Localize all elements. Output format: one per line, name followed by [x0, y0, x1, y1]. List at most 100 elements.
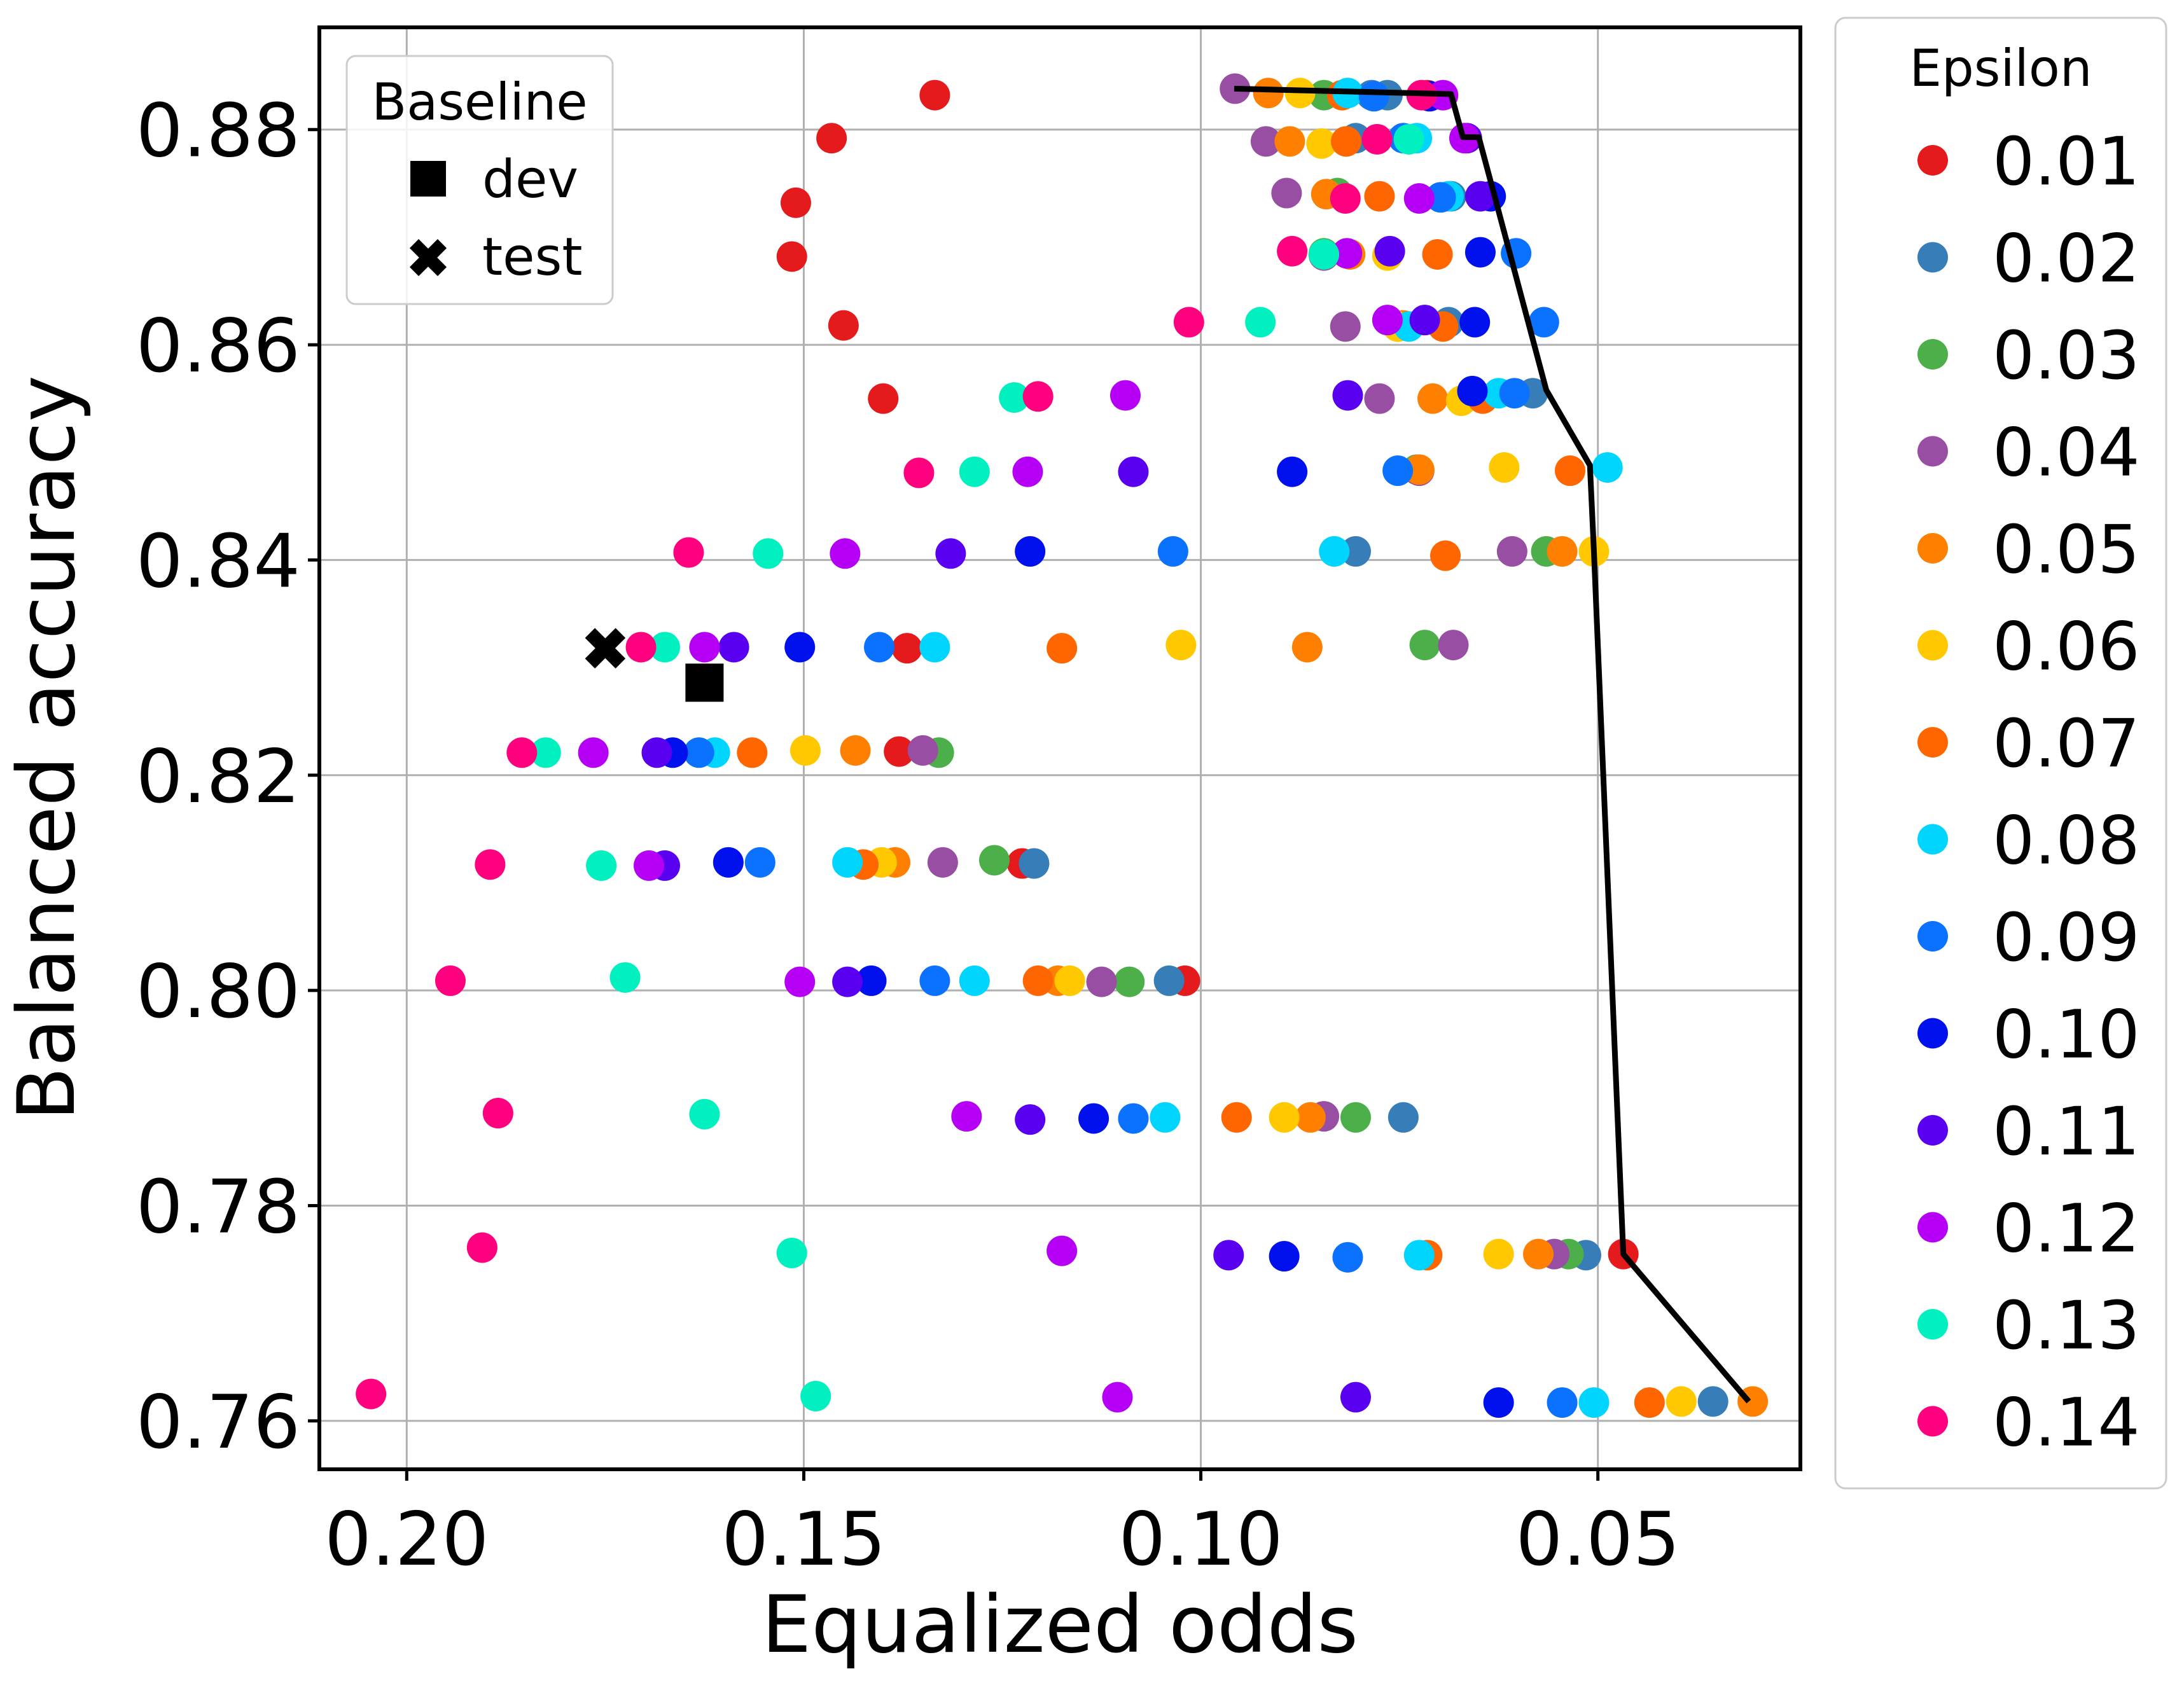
data-point-eps-0-14 [475, 849, 506, 880]
data-point-eps-0-11 [832, 966, 863, 997]
data-point-eps-0-09 [1547, 1387, 1578, 1418]
epsilon-legend-label: 0.01 [1993, 123, 2140, 200]
data-point-eps-0-14 [1173, 307, 1204, 338]
epsilon-legend-box [1834, 17, 2167, 1490]
data-point-eps-0-10 [784, 632, 816, 663]
data-point-eps-0-13 [999, 382, 1030, 413]
data-point-eps-0-07 [1221, 1102, 1252, 1133]
baseline-dev-marker [685, 663, 724, 702]
data-point-eps-0-07 [1634, 1387, 1665, 1418]
data-point-eps-0-05 [1403, 454, 1435, 485]
data-point-eps-0-01 [868, 383, 899, 414]
data-point-eps-0-10 [1459, 307, 1491, 338]
data-point-eps-0-04 [1438, 630, 1469, 661]
data-point-eps-0-13 [1245, 307, 1276, 338]
data-point-eps-0-09 [1118, 1103, 1149, 1134]
data-point-eps-0-10 [1078, 1103, 1109, 1134]
data-point-eps-0-12 [1372, 305, 1403, 336]
epsilon-legend-label: 0.08 [1993, 802, 2140, 880]
y-tick-label: 0.76 [136, 1380, 300, 1465]
data-point-eps-0-07 [1555, 455, 1586, 487]
data-point-eps-0-14 [356, 1378, 387, 1409]
data-point-eps-0-05 [1523, 1238, 1554, 1270]
data-point-eps-0-12 [1109, 380, 1141, 411]
data-point-eps-0-09 [1499, 378, 1530, 409]
data-point-eps-0-08 [1578, 1387, 1610, 1418]
data-point-eps-0-13 [753, 538, 784, 569]
epsilon-legend-marker [1917, 727, 1948, 758]
epsilon-legend-marker [1917, 145, 1948, 176]
epsilon-legend-marker [1917, 1309, 1948, 1340]
data-point-eps-0-06 [1306, 128, 1337, 159]
data-point-eps-0-11 [1409, 305, 1440, 336]
y-tick-label: 0.82 [136, 734, 300, 820]
data-point-eps-0-03 [979, 845, 1010, 876]
data-point-eps-0-09 [919, 965, 950, 996]
y-tick-label: 0.84 [136, 518, 300, 604]
data-point-eps-0-05 [1253, 78, 1284, 109]
data-point-eps-0-05 [840, 735, 871, 766]
x-tick-label: 0.15 [721, 1497, 886, 1583]
data-point-eps-0-01 [776, 241, 807, 272]
epsilon-legend-label: 0.06 [1993, 608, 2140, 686]
data-point-eps-0-01 [828, 310, 859, 341]
data-point-eps-0-13 [776, 1237, 807, 1268]
scatter-points-group [356, 73, 1769, 1418]
epsilon-legend-marker [1917, 1406, 1948, 1437]
y-tick-label: 0.78 [136, 1165, 300, 1250]
epsilon-legend-title: Epsilon [1909, 39, 2092, 98]
data-point-eps-0-12 [1403, 183, 1435, 214]
data-point-eps-0-14 [1022, 381, 1054, 412]
data-point-eps-0-12 [1012, 456, 1043, 487]
data-point-eps-0-11 [718, 632, 749, 663]
data-point-eps-0-09 [1382, 455, 1414, 487]
epsilon-legend-marker [1917, 436, 1948, 467]
data-point-eps-0-02 [1019, 848, 1050, 879]
data-point-eps-0-03 [1340, 1102, 1371, 1133]
data-point-eps-0-12 [578, 737, 609, 768]
data-point-eps-0-10 [1269, 1241, 1300, 1272]
data-point-eps-0-03 [1114, 966, 1145, 997]
data-point-eps-0-13 [586, 850, 617, 881]
data-point-eps-0-08 [1319, 536, 1350, 567]
epsilon-legend-marker [1917, 339, 1948, 370]
x-axis-title: Equalized odds [762, 1579, 1358, 1671]
data-point-eps-0-13 [1393, 123, 1424, 155]
x-tick-label: 0.05 [1516, 1497, 1680, 1583]
data-point-eps-0-12 [1047, 1235, 1078, 1266]
data-point-eps-0-03 [1409, 630, 1440, 661]
baseline-test-marker [585, 628, 626, 668]
data-point-eps-0-05 [1547, 536, 1578, 567]
data-point-eps-0-01 [919, 80, 950, 111]
data-point-eps-0-04 [1086, 966, 1117, 997]
baseline-legend-dev-label: dev [482, 149, 578, 210]
data-point-eps-0-14 [435, 965, 466, 996]
data-point-eps-0-13 [959, 456, 990, 487]
data-point-eps-0-06 [1165, 630, 1197, 661]
epsilon-legend-marker [1917, 921, 1948, 952]
y-axis-title: Balanced accuracy [1, 375, 93, 1121]
data-point-eps-0-06 [1489, 452, 1520, 483]
epsilon-legend-label: 0.05 [1993, 511, 2140, 588]
data-point-eps-0-12 [1102, 1382, 1133, 1413]
data-point-eps-0-11 [1340, 1382, 1371, 1413]
data-point-eps-0-12 [830, 538, 861, 569]
data-point-eps-0-07 [1364, 181, 1395, 212]
epsilon-legend-label: 0.03 [1993, 317, 2140, 394]
data-point-eps-0-10 [1277, 456, 1308, 487]
epsilon-legend-label: 0.10 [1993, 996, 2140, 1074]
data-point-eps-0-09 [864, 632, 895, 663]
data-point-eps-0-07 [737, 737, 768, 768]
data-point-eps-0-09 [683, 737, 714, 768]
data-point-eps-0-06 [1483, 1238, 1514, 1270]
data-point-eps-0-07 [1422, 239, 1453, 270]
epsilon-legend-label: 0.07 [1993, 705, 2140, 782]
data-point-eps-0-12 [689, 632, 720, 663]
epsilon-legend-marker [1917, 1212, 1948, 1243]
epsilon-legend-marker [1917, 824, 1948, 855]
data-point-eps-0-04 [1250, 126, 1281, 157]
data-point-eps-0-08 [919, 632, 950, 663]
data-point-eps-0-11 [1118, 456, 1149, 487]
baseline-legend-test-label: test [482, 227, 582, 287]
